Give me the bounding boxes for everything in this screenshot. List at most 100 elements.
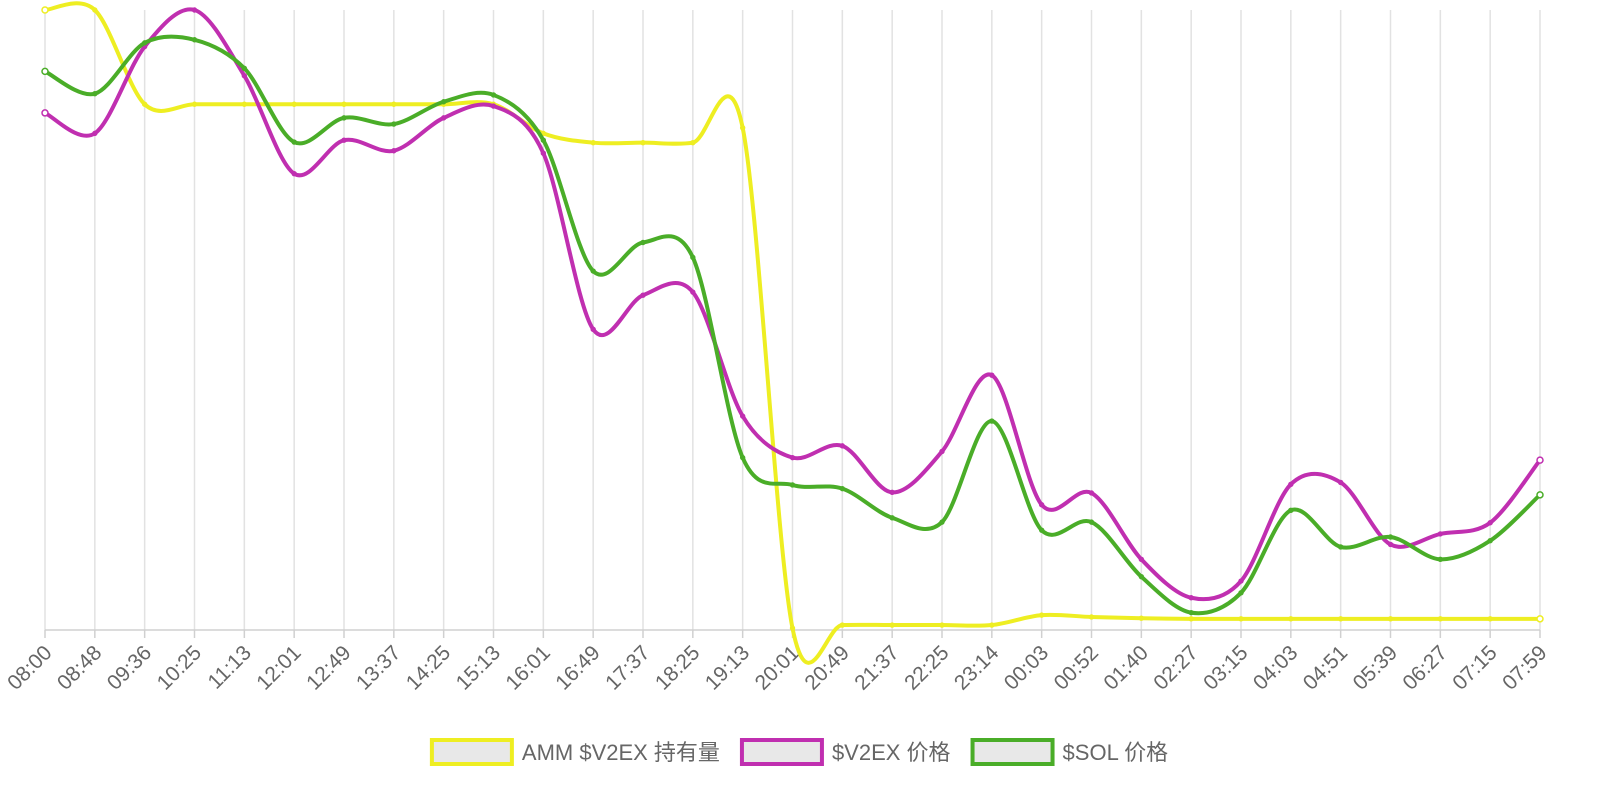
series-1-point: [1238, 578, 1244, 584]
series-0-point: [839, 622, 846, 628]
series-1-point: [1288, 481, 1294, 487]
series-1-point: [391, 148, 397, 154]
series-1-point: [739, 413, 746, 419]
series-0-point: [141, 101, 148, 107]
series-2-point: [939, 519, 945, 525]
series-0-point: [1088, 614, 1095, 620]
x-tick-label: 10:25: [153, 641, 206, 694]
series-1-point: [291, 170, 297, 177]
series-1-point: [92, 130, 98, 137]
x-tick-label: 08:00: [3, 641, 56, 694]
series-2-point: [640, 239, 646, 246]
legend-label-0[interactable]: AMM $V2EX 持有量: [522, 740, 720, 765]
legend-swatch-1[interactable]: [739, 738, 824, 766]
x-tick-label: 17:37: [601, 641, 654, 694]
x-tick-label: 13:37: [352, 641, 405, 694]
series-2-point: [989, 418, 995, 424]
series-0-point: [1188, 616, 1194, 622]
series-1-point: [889, 489, 895, 496]
x-tick-label: 14:25: [402, 641, 455, 694]
series-lines: [41, 1, 1544, 665]
series-2-point: [391, 121, 397, 127]
series-0-line: [43, 1, 1542, 665]
series-0-point: [1387, 616, 1394, 622]
legend-label-1[interactable]: $V2EX 价格: [832, 740, 951, 765]
series-0-point: [590, 139, 596, 146]
series-1-point: [590, 326, 596, 332]
x-axis: 08:0008:4809:3610:2511:1312:0112:4913:37…: [3, 630, 1552, 695]
x-tick-label: 03:15: [1199, 641, 1252, 694]
grid-lines: [44, 10, 1541, 631]
series-2-point: [92, 91, 98, 97]
x-tick-label: 00:03: [1000, 641, 1053, 694]
series-2-point: [889, 515, 895, 521]
series-2-point: [590, 268, 596, 274]
series-0-point: [989, 622, 995, 628]
x-tick-label: 12:49: [302, 641, 355, 694]
series-0-point: [1038, 612, 1045, 618]
series-2-point: [490, 92, 497, 98]
series-2-point: [1288, 507, 1294, 514]
series-1-point: [1387, 541, 1394, 548]
series-0-point: [1238, 616, 1244, 622]
series-0-point: [341, 101, 347, 107]
series-2-point: [540, 137, 547, 143]
series-1-point: [490, 103, 497, 109]
series-2-point: [1536, 491, 1544, 499]
x-tick-label: 01:40: [1099, 641, 1152, 694]
series-0-point: [241, 101, 248, 107]
x-tick-label: 16:01: [501, 641, 554, 694]
series-2-point: [291, 139, 297, 145]
series-0-point: [939, 622, 945, 628]
series-0-point: [1437, 616, 1444, 622]
x-tick-label: 02:27: [1149, 641, 1202, 694]
series-2-point: [341, 115, 347, 121]
x-tick-label: 06:27: [1398, 641, 1451, 694]
legend-swatch-2[interactable]: [970, 738, 1055, 766]
x-tick-label: 04:51: [1299, 641, 1352, 694]
x-tick-label: 12:01: [252, 641, 305, 694]
series-1-line: [43, 7, 1542, 602]
series-1-point: [341, 137, 347, 143]
series-0-point: [391, 101, 397, 107]
series-0-point: [291, 101, 297, 107]
series-0-point: [789, 625, 796, 631]
x-tick-label: 07:15: [1448, 641, 1501, 694]
legend-label-2[interactable]: $SOL 价格: [1063, 740, 1169, 765]
series-2-point: [141, 40, 148, 46]
series-2-point: [1088, 519, 1095, 525]
series-2-point: [839, 485, 846, 492]
series-1-point: [1088, 490, 1095, 496]
series-2-point: [1138, 573, 1145, 580]
legend: AMM $V2EX 持有量 $V2EX 价格 $SOL 价格: [429, 738, 1169, 766]
series-1-point: [191, 7, 198, 13]
series-1-point: [939, 448, 945, 455]
series-2-point: [1437, 556, 1444, 563]
series-2-point: [1337, 544, 1344, 550]
series-2-point: [739, 454, 746, 461]
x-tick-label: 23:14: [950, 641, 1004, 695]
series-1-point: [241, 73, 248, 79]
series-1-point: [41, 109, 49, 117]
x-tick-label: 08:48: [53, 641, 106, 694]
series-2-point: [1238, 590, 1244, 596]
series-1-point: [1337, 479, 1344, 486]
series-0-point: [41, 6, 49, 14]
series-1-point: [839, 443, 846, 449]
series-2-point: [789, 482, 796, 488]
series-2-point: [690, 254, 696, 261]
series-1-point: [1487, 520, 1493, 526]
series-1-point: [989, 372, 995, 378]
legend-swatch-0[interactable]: [429, 738, 514, 766]
series-2-point: [440, 99, 447, 105]
series-0-point: [191, 101, 198, 107]
x-tick-label: 11:13: [204, 641, 256, 693]
x-tick-label: 09:36: [103, 641, 156, 694]
series-0-point: [889, 622, 895, 628]
series-0-point: [1337, 616, 1344, 622]
x-tick-label: 16:49: [551, 641, 604, 694]
series-2-point: [191, 37, 198, 43]
series-0-point: [1487, 616, 1493, 622]
x-tick-label: 22:25: [900, 641, 953, 694]
